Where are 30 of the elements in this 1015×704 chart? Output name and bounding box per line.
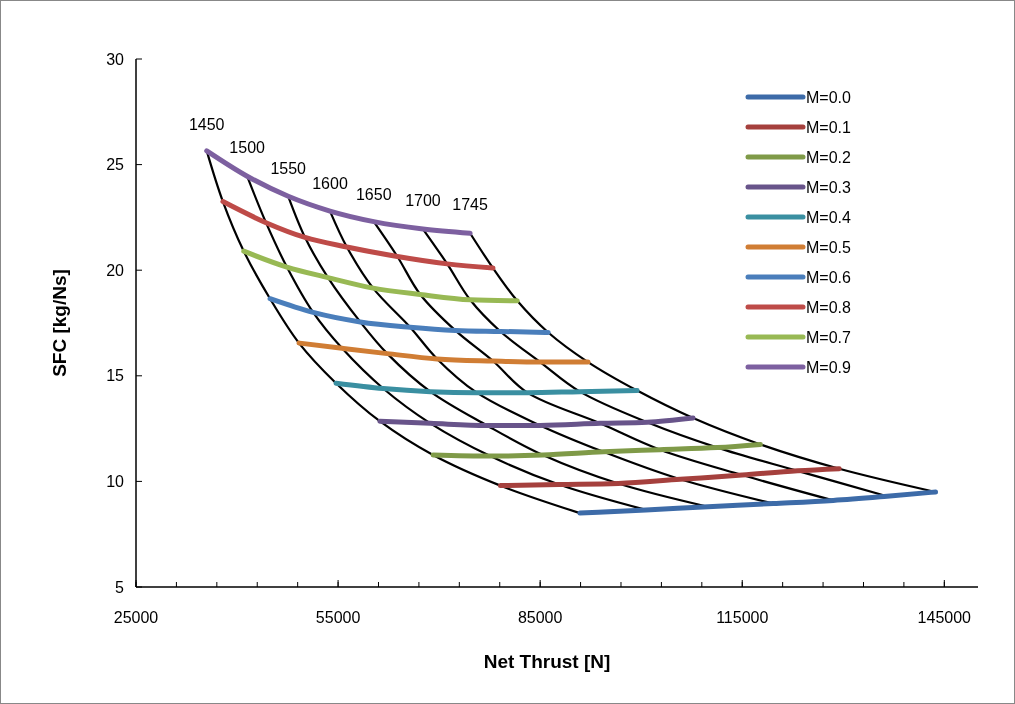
- legend-label: M=0.7: [806, 328, 852, 346]
- y-tick-label: 5: [115, 578, 125, 596]
- x-axis-title: Net Thrust [N]: [483, 651, 611, 672]
- legend-label: M=0.5: [806, 238, 852, 256]
- legend-label: M=0.2: [806, 148, 852, 166]
- annotation: 1650: [355, 185, 392, 203]
- x-tick-label: 55000: [315, 609, 361, 626]
- y-tick-label: 10: [106, 473, 125, 490]
- annotation: 1550: [270, 160, 307, 178]
- x-tick-label: 145000: [917, 609, 972, 626]
- legend-label: M=0.0: [806, 88, 852, 106]
- x-tick-label: 25000: [113, 609, 159, 626]
- y-tick-label: 25: [106, 156, 125, 174]
- legend-label: M=0.9: [806, 358, 852, 376]
- legend-label: M=0.3: [806, 178, 852, 196]
- y-tick-label: 20: [106, 261, 125, 279]
- annotation: 1745: [452, 196, 488, 214]
- legend-label: M=0.6: [806, 268, 852, 286]
- annotation: 1600: [312, 175, 348, 193]
- annotation: 1500: [229, 139, 266, 157]
- legend-label: M=0.4: [806, 208, 852, 226]
- y-axis-title: SFC [kg/Ns]: [49, 269, 70, 377]
- annotation: 1700: [405, 191, 441, 209]
- x-tick-label: 115000: [716, 609, 769, 626]
- y-tick-label: 30: [106, 50, 125, 68]
- annotation: 1450: [188, 115, 225, 133]
- y-tick-label: 15: [106, 367, 125, 385]
- legend-label: M=0.1: [806, 118, 852, 136]
- legend-label: M=0.8: [806, 298, 852, 316]
- x-tick-label: 85000: [517, 609, 563, 626]
